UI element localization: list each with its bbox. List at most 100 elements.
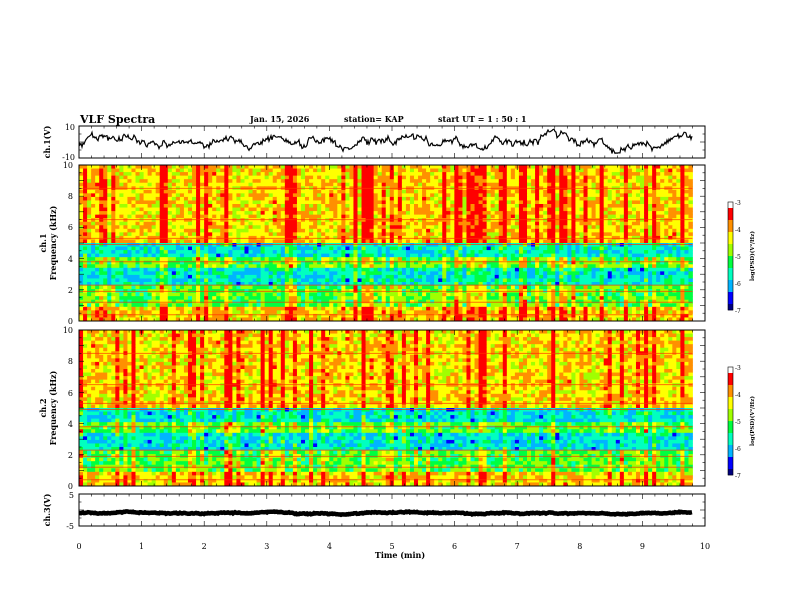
spectrogram-cell <box>297 179 301 183</box>
spectrogram-cell <box>600 215 604 219</box>
spectrogram-cell <box>523 165 527 169</box>
spectrogram-cell <box>188 254 192 258</box>
spectrogram-cell <box>353 169 357 173</box>
spectrogram-cell <box>483 204 487 208</box>
spectrogram-cell <box>596 183 600 187</box>
spectrogram-cell <box>446 271 450 275</box>
spectrogram-cell <box>107 200 111 204</box>
spectrogram-cell <box>325 232 329 236</box>
spectrogram-cell <box>418 218 422 222</box>
spectrogram-cell <box>91 222 95 226</box>
spectrogram-cell <box>644 239 648 243</box>
spectrogram-cell <box>329 268 333 272</box>
spectrogram-cell <box>337 247 341 251</box>
spectrogram-cell <box>269 197 273 201</box>
spectrogram-cell <box>378 232 382 236</box>
spectrogram-cell <box>111 211 115 215</box>
spectrogram-cell <box>374 239 378 243</box>
spectrogram-cell <box>257 218 261 222</box>
spectrogram-cell <box>366 239 370 243</box>
spectrogram-cell <box>200 176 204 180</box>
spectrogram-cell <box>353 222 357 226</box>
spectrogram-cell <box>240 169 244 173</box>
spectrogram-cell <box>543 169 547 173</box>
spectrogram-cell <box>660 232 664 236</box>
spectrogram-cell <box>418 232 422 236</box>
spectrogram-cell <box>567 225 571 229</box>
spectrogram-cell <box>652 200 656 204</box>
spectrogram-cell <box>535 200 539 204</box>
spectrogram-cell <box>547 218 551 222</box>
spectrogram-cell <box>200 264 204 268</box>
spectrogram-cell <box>261 176 265 180</box>
spectrogram-cell <box>285 172 289 176</box>
spectrogram-cell <box>664 211 668 215</box>
spectrogram-cell <box>293 169 297 173</box>
spectrogram-cell <box>644 208 648 212</box>
spectrogram-cell <box>204 222 208 226</box>
spectrogram-cell <box>224 211 228 215</box>
spectrogram-cell <box>289 200 293 204</box>
spectrogram-cell <box>523 257 527 261</box>
spectrogram-cell <box>337 172 341 176</box>
spectrogram-cell <box>418 190 422 194</box>
spectrogram-cell <box>507 225 511 229</box>
spectrogram-cell <box>261 183 265 187</box>
spectrogram-cell <box>204 250 208 254</box>
spectrogram-cell <box>636 215 640 219</box>
spectrogram-cell <box>648 239 652 243</box>
spectrogram-cell <box>600 197 604 201</box>
spectrogram-cell <box>414 275 418 279</box>
spectrogram-cell <box>119 179 123 183</box>
spectrogram-cell <box>115 271 119 275</box>
spectrogram-cell <box>571 268 575 272</box>
spectrogram-cell <box>430 197 434 201</box>
spectrogram-cell <box>289 254 293 258</box>
spectrogram-cell <box>333 225 337 229</box>
spectrogram-cell <box>172 247 176 251</box>
spectrogram-cell <box>652 254 656 258</box>
spectrogram-cell <box>414 254 418 258</box>
spectrogram-cell <box>680 197 684 201</box>
spectrogram-cell <box>446 200 450 204</box>
spectrogram-cell <box>212 268 216 272</box>
spectrogram-cell <box>224 208 228 212</box>
spectrogram-cell <box>349 211 353 215</box>
spectrogram-cell <box>301 268 305 272</box>
spectrogram-cell <box>115 268 119 272</box>
spectrogram-cell <box>680 215 684 219</box>
spectrogram-cell <box>535 183 539 187</box>
spectrogram-cell <box>204 239 208 243</box>
spectrogram-cell <box>136 232 140 236</box>
spectrogram-cell <box>624 208 628 212</box>
spectrogram-cell <box>297 169 301 173</box>
spectrogram-cell <box>616 200 620 204</box>
spectrogram-cell <box>495 264 499 268</box>
spectrogram-cell <box>176 200 180 204</box>
spectrogram-cell <box>115 197 119 201</box>
spectrogram-cell <box>567 247 571 251</box>
spectrogram-cell <box>160 200 164 204</box>
spectrogram-cell <box>535 222 539 226</box>
spectrogram-cell <box>265 197 269 201</box>
spectrogram-cell <box>317 200 321 204</box>
spectrogram-cell <box>636 222 640 226</box>
spectrogram-cell <box>672 200 676 204</box>
spectrogram-cell <box>426 193 430 197</box>
spectrogram-cell <box>277 247 281 251</box>
spectrogram-cell <box>563 190 567 194</box>
spectrogram-cell <box>261 193 265 197</box>
spectrogram-cell <box>152 172 156 176</box>
spectrogram-cell <box>559 197 563 201</box>
spectrogram-cell <box>277 250 281 254</box>
spectrogram-cell <box>575 218 579 222</box>
spectrogram-cell <box>91 215 95 219</box>
spectrogram-cell <box>402 254 406 258</box>
spectrogram-cell <box>406 254 410 258</box>
spectrogram-cell <box>668 183 672 187</box>
spectrogram-cell <box>567 250 571 254</box>
spectrogram-cell <box>386 176 390 180</box>
spectrogram-cell <box>450 215 454 219</box>
spectrogram-cell <box>378 225 382 229</box>
spectrogram-cell <box>321 257 325 261</box>
